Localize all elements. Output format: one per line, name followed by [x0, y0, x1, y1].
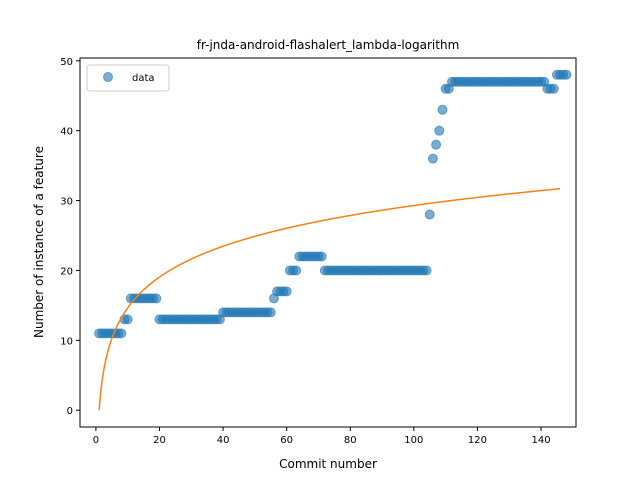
legend-box [86, 64, 170, 92]
x-tick-label: 80 [344, 435, 357, 446]
data-point [561, 69, 572, 80]
axes-frame [79, 57, 577, 428]
data-point [291, 265, 302, 276]
x-axis: 0 20 40 60 80 100 120 140 [93, 427, 551, 446]
legend-entry-data: data [132, 73, 155, 84]
data-point [151, 293, 162, 304]
y-tick-label: 50 [60, 57, 73, 68]
data-point [424, 209, 435, 220]
chart-title: fr-jnda-android-flashalert_lambda-logari… [197, 38, 460, 52]
data-point [421, 265, 432, 276]
plot-area [94, 69, 572, 411]
legend-marker-data [103, 72, 113, 82]
y-tick-label: 0 [67, 406, 73, 417]
data-point [434, 125, 445, 136]
data-point [316, 251, 327, 262]
fit-curve [98, 187, 561, 411]
x-axis-label: Commit number [279, 457, 377, 471]
x-tick-label: 60 [280, 435, 293, 446]
x-tick-label: 120 [468, 435, 487, 446]
data-point [431, 139, 442, 150]
y-tick-label: 20 [60, 266, 73, 277]
data-point [122, 314, 133, 325]
data-point [437, 104, 448, 115]
data-point [265, 307, 276, 318]
x-tick-label: 140 [531, 435, 550, 446]
data-point [427, 153, 438, 164]
y-axis: 0 10 20 30 40 50 [60, 57, 80, 417]
y-tick-label: 40 [60, 127, 73, 138]
x-tick-label: 0 [93, 435, 99, 446]
data-point [281, 286, 292, 297]
x-tick-label: 100 [404, 435, 423, 446]
y-tick-label: 10 [60, 336, 73, 347]
y-tick-label: 30 [60, 197, 73, 208]
x-tick-label: 20 [153, 435, 166, 446]
data-point [548, 83, 559, 94]
legend: data [86, 64, 170, 92]
data-point [116, 328, 127, 339]
y-axis-label: Number of instance of a feature [32, 146, 46, 338]
x-tick-label: 40 [217, 435, 230, 446]
